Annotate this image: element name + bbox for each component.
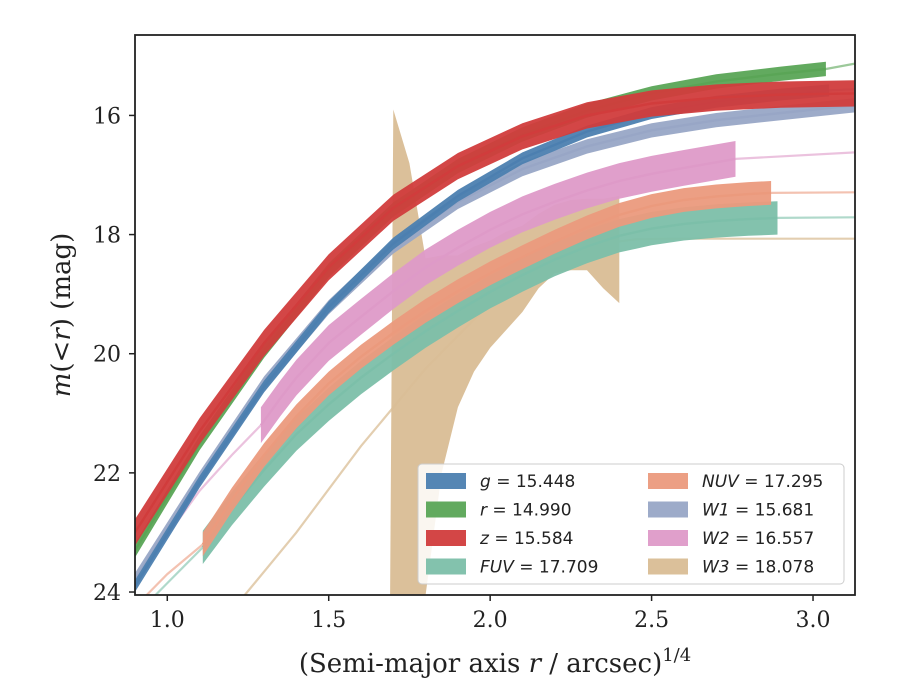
legend-value: = 15.681 <box>730 501 815 521</box>
legend-symbol: FUV <box>480 558 515 578</box>
legend-value: = 18.078 <box>730 558 815 578</box>
x-tick-label: 2.5 <box>634 608 669 633</box>
legend-swatch-W3 <box>648 558 688 575</box>
x-axis-label: (Semi-major axis r / arcsec)1/4 <box>299 645 691 679</box>
legend-label-r: r = 14.990 <box>480 501 572 521</box>
series-r-extension <box>825 62 855 71</box>
y-tick-label: 22 <box>93 462 121 487</box>
legend-value: = 15.584 <box>489 529 574 549</box>
legend-swatch-W1 <box>648 501 688 518</box>
y-tick-label: 16 <box>93 104 121 129</box>
legend-value: = 17.295 <box>739 472 824 492</box>
legend-swatch-NUV <box>648 473 688 489</box>
legend-symbol: r <box>480 501 488 521</box>
legend-swatch-FUV <box>426 558 466 575</box>
series-z-band <box>135 80 855 546</box>
legend-value: = 15.448 <box>491 472 576 492</box>
legend-swatch-z <box>426 530 466 546</box>
legend-swatch-g <box>426 473 466 489</box>
series-FUV-extension <box>154 546 204 595</box>
x-tick-label: 3.0 <box>796 608 831 633</box>
legend-symbol: g <box>480 472 491 492</box>
series-z-line <box>135 92 855 534</box>
legend-label-NUV: NUV = 17.295 <box>702 472 823 492</box>
legend-label-FUV: FUV = 17.709 <box>480 558 598 578</box>
legend-label-W3: W3 = 18.078 <box>702 558 814 578</box>
series-NUV-extension-right <box>771 191 855 194</box>
legend-value: = 16.557 <box>730 529 815 549</box>
series-NUV-extension <box>145 543 204 595</box>
legend-value: = 14.990 <box>487 501 572 521</box>
legend-label-g: g = 15.448 <box>480 472 575 492</box>
legend-label-W1: W1 = 15.681 <box>702 501 814 521</box>
series-FUV-line <box>201 216 778 549</box>
x-axis: 1.0 1.5 2.0 2.5 3.0 <box>150 595 831 633</box>
y-tick-label: 20 <box>93 343 121 368</box>
plot-frame <box>134 34 856 596</box>
series-g-band <box>135 84 830 593</box>
legend-symbol: NUV <box>702 472 740 492</box>
series-W2-line <box>259 157 736 426</box>
x-tick-label: 1.0 <box>150 608 185 633</box>
series-FUV-extension-right <box>777 216 855 219</box>
legend-box <box>417 463 845 585</box>
series-W2-extension-right <box>735 151 855 160</box>
legend-swatch-W2 <box>648 530 688 546</box>
series-NUV-line <box>201 191 772 546</box>
x-tick-label: 1.5 <box>311 608 346 633</box>
y-axis: 16 18 20 22 24 <box>93 104 135 606</box>
y-tick-label: 18 <box>93 224 121 249</box>
x-tick-label: 2.0 <box>473 608 508 633</box>
legend-symbol: W1 <box>702 501 730 521</box>
series-W2-band <box>260 141 736 444</box>
legend-value: = 17.709 <box>514 558 599 578</box>
y-axis-label: m(<r) (mag) <box>47 233 77 398</box>
plot-area <box>135 61 855 595</box>
legend-symbol: W3 <box>702 558 730 578</box>
legend-label-z: z = 15.584 <box>479 529 573 549</box>
legend-symbol: W2 <box>702 529 730 549</box>
legend-swatch-r <box>426 501 466 518</box>
legend-label-W2: W2 = 16.557 <box>702 529 814 549</box>
y-tick-label: 24 <box>93 581 121 606</box>
legend-symbol: z <box>479 529 490 549</box>
